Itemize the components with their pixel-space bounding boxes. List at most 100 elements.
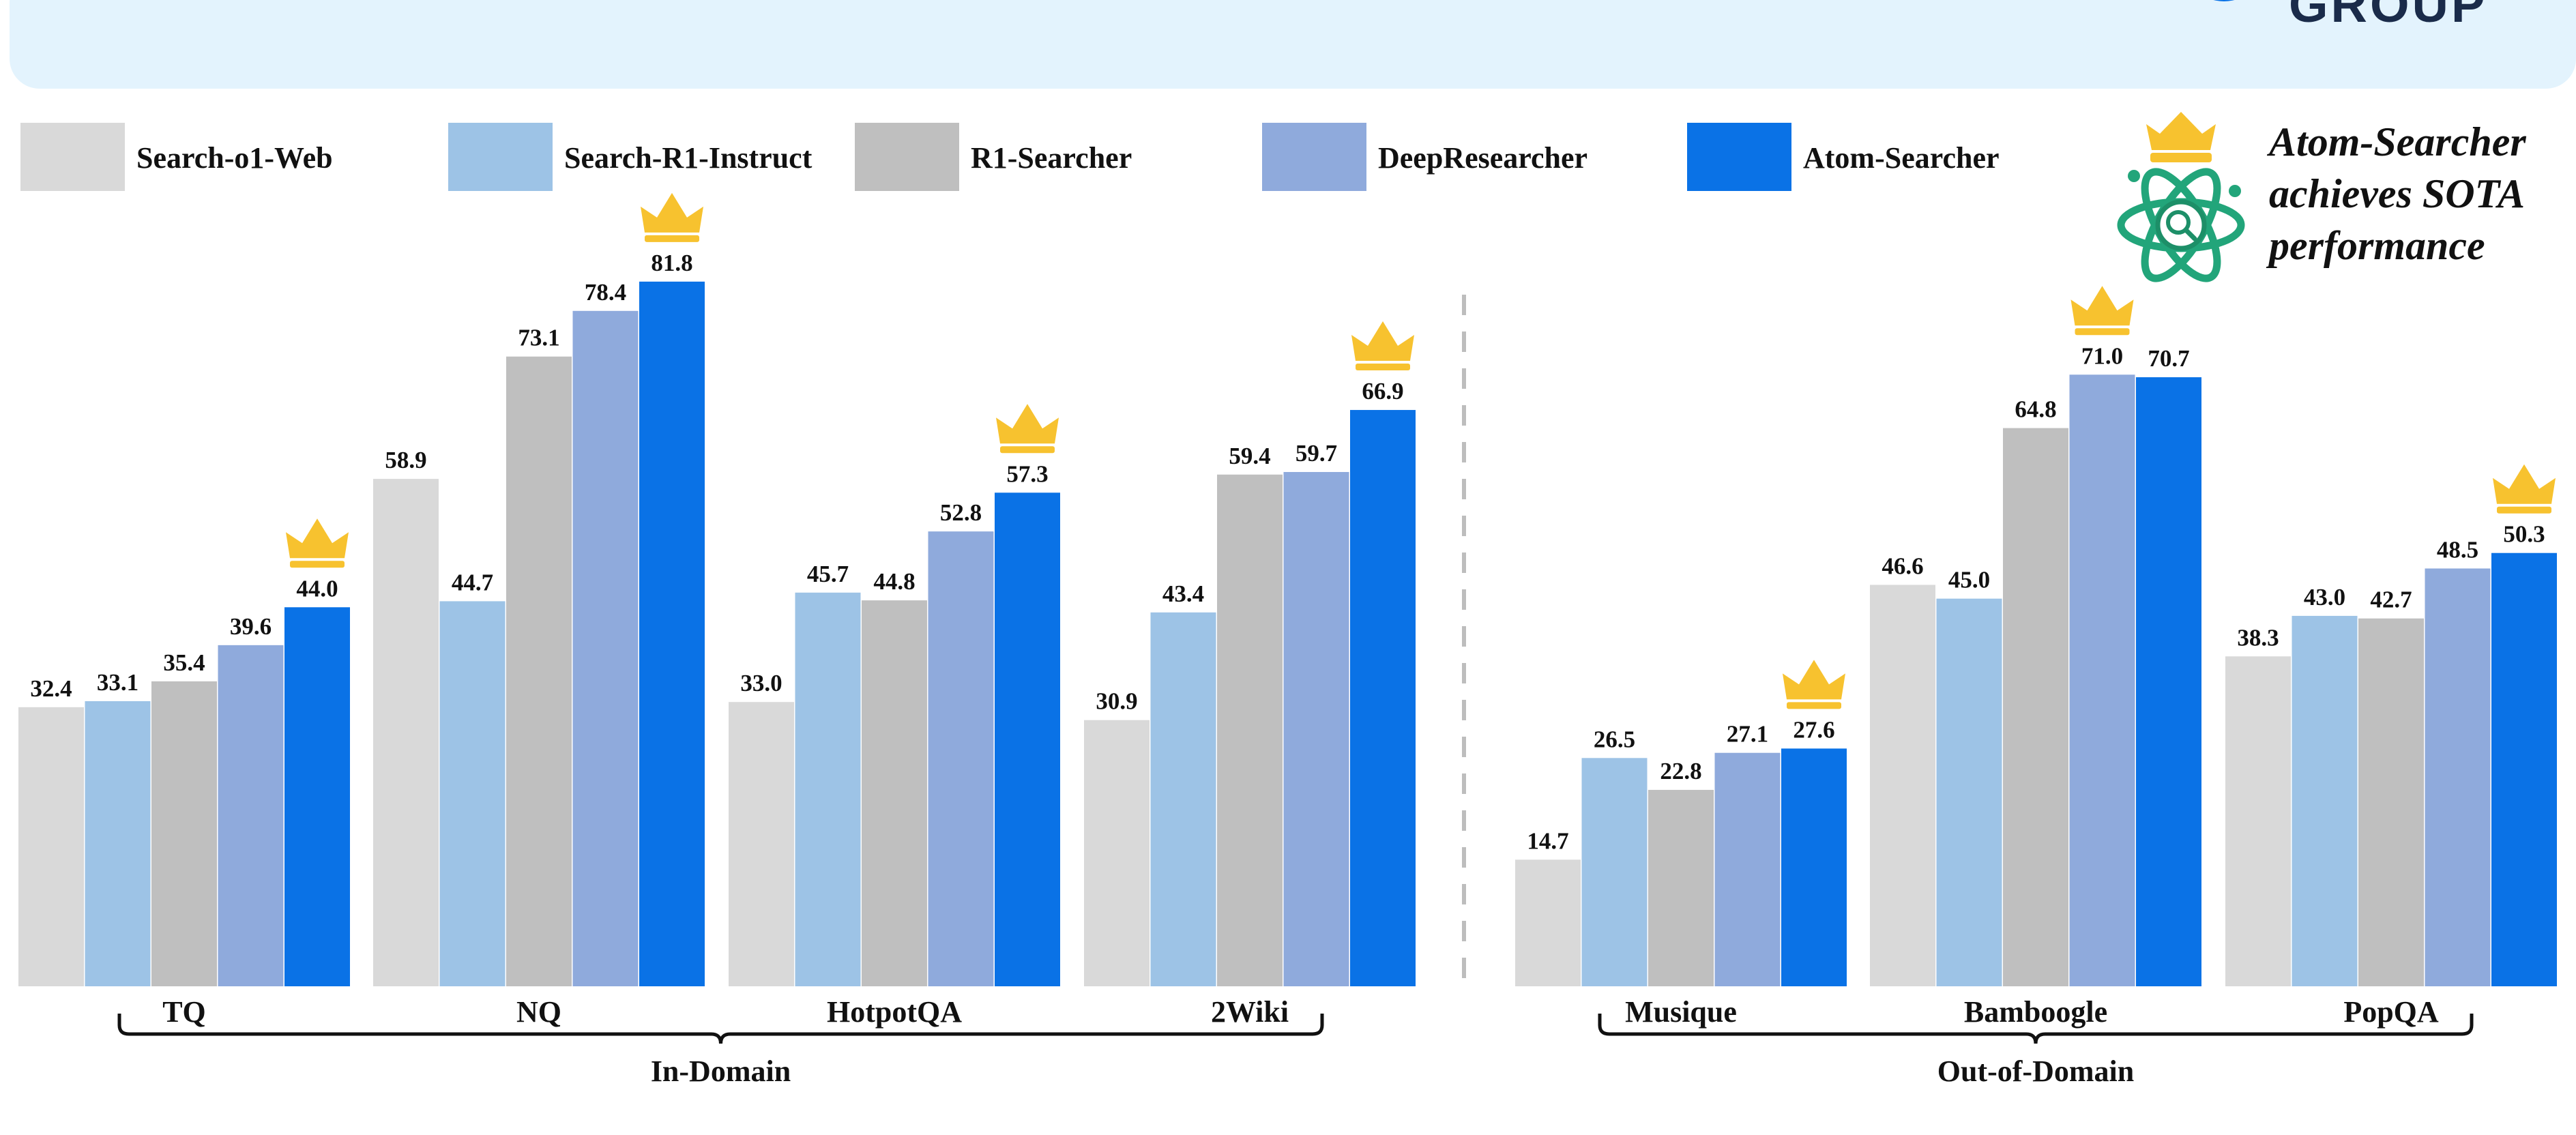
- crown-icon: [1356, 364, 1410, 371]
- category-label: PopQA: [2343, 995, 2439, 1029]
- value-label: 27.1: [1727, 721, 1768, 748]
- legend-swatch: [20, 123, 125, 191]
- bar: [439, 601, 506, 986]
- crown-icon: [286, 518, 349, 559]
- category-label: 2Wiki: [1211, 995, 1289, 1029]
- legend-swatch: [855, 123, 959, 191]
- bar: [1084, 720, 1150, 986]
- value-label: 70.7: [2148, 345, 2189, 372]
- bar: [1283, 471, 1349, 986]
- value-label: 44.0: [296, 575, 338, 602]
- legend-label: Search-o1-Web: [136, 141, 333, 175]
- category-label: NQ: [516, 995, 561, 1029]
- group-brace: [1598, 1014, 2474, 1044]
- bar: [1515, 859, 1581, 986]
- bar: [2491, 552, 2557, 986]
- value-label: 39.6: [230, 613, 272, 640]
- value-label: 30.9: [1096, 688, 1137, 715]
- bar: [2292, 615, 2358, 986]
- company-logo-icon: [2213, 0, 2235, 1]
- bar: [1581, 758, 1648, 986]
- category-label: TQ: [162, 995, 206, 1029]
- value-label: 43.4: [1162, 580, 1204, 607]
- value-label: 59.7: [1296, 440, 1337, 467]
- bar: [1936, 598, 2002, 986]
- bar: [151, 681, 217, 986]
- group-label: In-Domain: [651, 1055, 791, 1088]
- legend-label: Atom-Searcher: [1803, 141, 2000, 175]
- legend-swatch: [1687, 123, 1791, 191]
- category-label: Musique: [1625, 995, 1737, 1029]
- bar: [928, 531, 994, 986]
- category-label: Bamboogle: [1964, 995, 2107, 1029]
- bar: [1781, 748, 1847, 986]
- bar: [18, 707, 84, 986]
- callout-line: performance: [2269, 223, 2485, 268]
- value-label: 46.6: [1882, 552, 1923, 579]
- crown-icon: [2497, 506, 2551, 514]
- bar: [795, 592, 861, 986]
- crown-icon: [1351, 321, 1414, 362]
- crown-icon: [1787, 702, 1841, 709]
- value-label: 57.3: [1006, 460, 1048, 487]
- sota-callout: Atom-Searcher achieves SOTA performance: [2269, 116, 2526, 271]
- bar: [1217, 474, 1283, 986]
- crown-icon: [1783, 660, 1845, 700]
- value-label: 33.1: [97, 669, 138, 696]
- value-label: 78.4: [585, 279, 626, 306]
- bar: [85, 701, 151, 986]
- atom-search-icon: [2117, 112, 2245, 282]
- crown-icon: [2070, 286, 2134, 326]
- value-label: 22.8: [1660, 758, 1701, 784]
- value-label: 42.7: [2370, 587, 2412, 613]
- group-brace: [117, 1014, 1324, 1044]
- crown-icon: [290, 561, 345, 568]
- value-label: 44.8: [873, 568, 915, 595]
- crown-icon: [996, 404, 1059, 444]
- callout-line: achieves SOTA: [2269, 171, 2525, 216]
- value-label: 50.3: [2503, 521, 2545, 548]
- bar: [506, 356, 572, 986]
- crown-icon: [2075, 328, 2130, 336]
- crown-icon: [645, 235, 699, 242]
- crown-icon: [1000, 446, 1055, 454]
- value-label: 66.9: [1362, 378, 1403, 404]
- legend-swatch: [448, 123, 553, 191]
- bar: [729, 702, 794, 986]
- bar: [862, 600, 927, 986]
- value-label: 33.0: [740, 670, 782, 696]
- legend-label: R1-Searcher: [971, 141, 1132, 175]
- logo-text: GROUP: [2289, 0, 2488, 33]
- value-label: 73.1: [518, 325, 559, 351]
- bar: [639, 281, 705, 987]
- bar: [2225, 656, 2291, 986]
- bar: [2069, 374, 2135, 986]
- value-label: 43.0: [2304, 584, 2345, 610]
- value-label: 48.5: [2437, 536, 2478, 563]
- crown-icon: [2146, 112, 2216, 150]
- crown-icon: [2493, 464, 2556, 504]
- bar: [218, 645, 284, 986]
- callout-line: Atom-Searcher: [2269, 119, 2526, 164]
- bar: [284, 607, 350, 986]
- bar: [1714, 752, 1781, 986]
- value-label: 45.7: [807, 561, 849, 587]
- value-label: 64.8: [2015, 396, 2056, 423]
- value-label: 44.7: [452, 569, 493, 595]
- value-label: 26.5: [1594, 726, 1635, 752]
- value-label: 81.8: [651, 250, 692, 276]
- value-label: 45.0: [1948, 567, 1990, 593]
- legend-label: DeepResearcher: [1378, 141, 1588, 175]
- value-label: 35.4: [163, 649, 205, 676]
- value-label: 59.4: [1229, 443, 1270, 469]
- value-label: 38.3: [2237, 624, 2279, 651]
- bar: [2003, 428, 2068, 986]
- group-label: Out-of-Domain: [1937, 1055, 2134, 1088]
- value-label: 52.8: [940, 499, 982, 526]
- value-label: 32.4: [30, 675, 72, 702]
- bar: [373, 479, 439, 986]
- legend-swatch: [1262, 123, 1366, 191]
- bar: [2136, 377, 2201, 986]
- category-label: HotpotQA: [827, 995, 962, 1029]
- bar: [1350, 410, 1416, 986]
